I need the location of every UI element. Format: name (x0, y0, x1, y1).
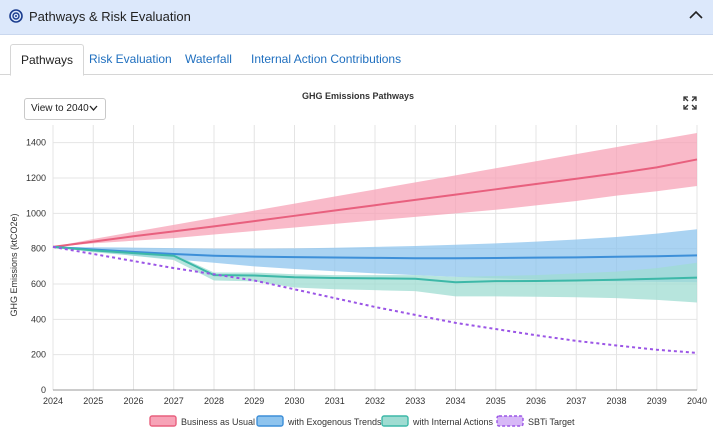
y-tick-label: 600 (31, 279, 46, 289)
panel-header[interactable]: Pathways & Risk Evaluation (0, 0, 713, 35)
x-tick-label: 2025 (83, 396, 103, 406)
x-tick-label: 2037 (566, 396, 586, 406)
legend-item-sbti-target[interactable]: SBTi Target (496, 415, 575, 427)
y-tick-label: 1200 (26, 173, 46, 183)
legend-swatch (381, 415, 409, 427)
chevron-up-icon[interactable] (689, 10, 703, 20)
x-tick-label: 2033 (405, 396, 425, 406)
legend-label: Business as Usual (181, 417, 255, 427)
with-exogenous-trends-line (52, 245, 698, 260)
y-tick-label: 200 (31, 350, 46, 360)
x-tick-label: 2027 (164, 396, 184, 406)
tab-risk-evaluation[interactable]: Risk Evaluation (89, 52, 172, 66)
with-exogenous-trends-band (53, 229, 697, 283)
x-tick-label: 2040 (687, 396, 707, 406)
x-tick-label: 2031 (325, 396, 345, 406)
x-tick-label: 2028 (204, 396, 224, 406)
legend-swatch (256, 415, 284, 427)
expand-icon[interactable] (683, 96, 697, 110)
x-tick-label: 2026 (123, 396, 143, 406)
legend-item-business-as-usual[interactable]: Business as Usual (149, 415, 255, 427)
x-tick-label: 2024 (43, 396, 63, 406)
x-tick-label: 2034 (445, 396, 465, 406)
chevron-down-icon (89, 105, 98, 111)
tab-pathways[interactable]: Pathways (10, 44, 85, 76)
y-tick-label: 400 (31, 314, 46, 324)
y-tick-label: 0 (41, 385, 46, 395)
tab-bar: Pathways Risk Evaluation Waterfall Inter… (0, 44, 713, 76)
y-tick-label: 1400 (26, 138, 46, 148)
x-tick-label: 2035 (486, 396, 506, 406)
x-tick-label: 2036 (526, 396, 546, 406)
legend-label: SBTi Target (528, 417, 575, 427)
chart-title: GHG Emissions Pathways (302, 91, 414, 101)
with-internal-actions-band (53, 246, 697, 303)
x-tick-label: 2032 (365, 396, 385, 406)
panel-title: Pathways & Risk Evaluation (29, 9, 191, 24)
view-select[interactable]: View to 2040 (24, 98, 106, 120)
y-axis-label: GHG Emissions (ktCO2e) (9, 213, 19, 316)
legend-label: with Exogenous Trends (287, 417, 382, 427)
legend-item-with-internal-actions[interactable]: with Internal Actions (381, 415, 494, 427)
legend-label: with Internal Actions (412, 417, 494, 427)
x-tick-label: 2030 (284, 396, 304, 406)
legend-item-with-exogenous-trends[interactable]: with Exogenous Trends (256, 415, 382, 427)
with-internal-actions-line (52, 245, 698, 284)
business-as-usual-line (52, 158, 698, 248)
tab-internal-action-contributions[interactable]: Internal Action Contributions (251, 52, 402, 66)
view-select-value: View to 2040 (31, 103, 89, 114)
target-icon (9, 9, 23, 23)
x-tick-label: 2039 (647, 396, 667, 406)
business-as-usual-band (53, 132, 697, 247)
legend-swatch (496, 415, 524, 427)
x-tick-label: 2029 (244, 396, 264, 406)
tab-waterfall[interactable]: Waterfall (185, 52, 232, 66)
y-tick-label: 800 (31, 244, 46, 254)
y-tick-label: 1000 (26, 208, 46, 218)
sbti-target-line (52, 245, 698, 354)
x-tick-label: 2038 (606, 396, 626, 406)
legend-swatch (149, 415, 177, 427)
